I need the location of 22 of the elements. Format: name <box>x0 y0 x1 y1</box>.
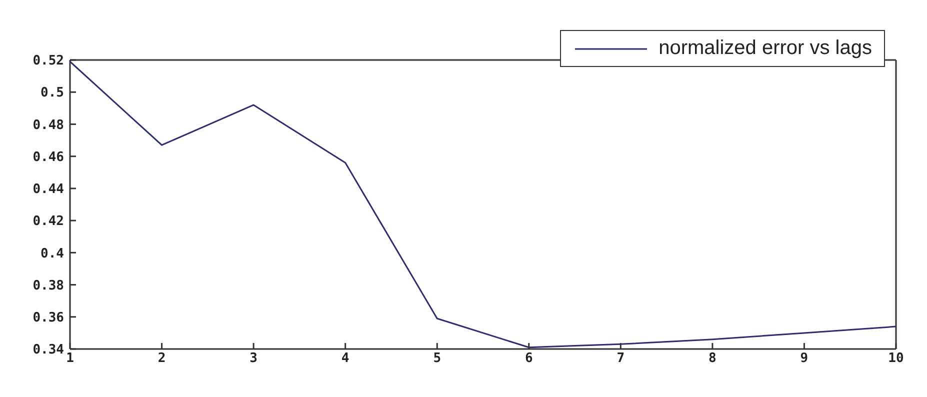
x-tick-label: 10 <box>888 351 904 366</box>
x-tick-label: 2 <box>158 351 166 366</box>
y-tick-label: 0.36 <box>32 310 64 326</box>
x-tick-label: 3 <box>250 351 258 366</box>
y-tick-label: 0.46 <box>32 150 64 165</box>
x-tick-label: 4 <box>341 351 350 366</box>
y-tick-label: 0.4 <box>40 246 64 262</box>
y-tick-label: 0.34 <box>32 342 64 358</box>
y-tick-label: 0.52 <box>32 54 64 69</box>
y-tick-label: 0.48 <box>32 118 64 133</box>
x-tick-label: 6 <box>524 351 533 366</box>
x-tick-label: 1 <box>66 351 74 366</box>
x-tick-label: 8 <box>708 351 717 366</box>
y-tick-label: 0.38 <box>32 278 64 294</box>
y-tick-label: 0.42 <box>32 214 64 230</box>
x-tick-label: 9 <box>800 351 808 366</box>
y-tick-label: 0.44 <box>32 182 64 198</box>
line-series <box>70 60 896 348</box>
x-tick-label: 5 <box>433 351 442 366</box>
legend-label: normalized error vs lags <box>658 37 872 60</box>
x-tick-label: 7 <box>616 351 625 366</box>
y-tick-label: 0.5 <box>40 86 64 101</box>
